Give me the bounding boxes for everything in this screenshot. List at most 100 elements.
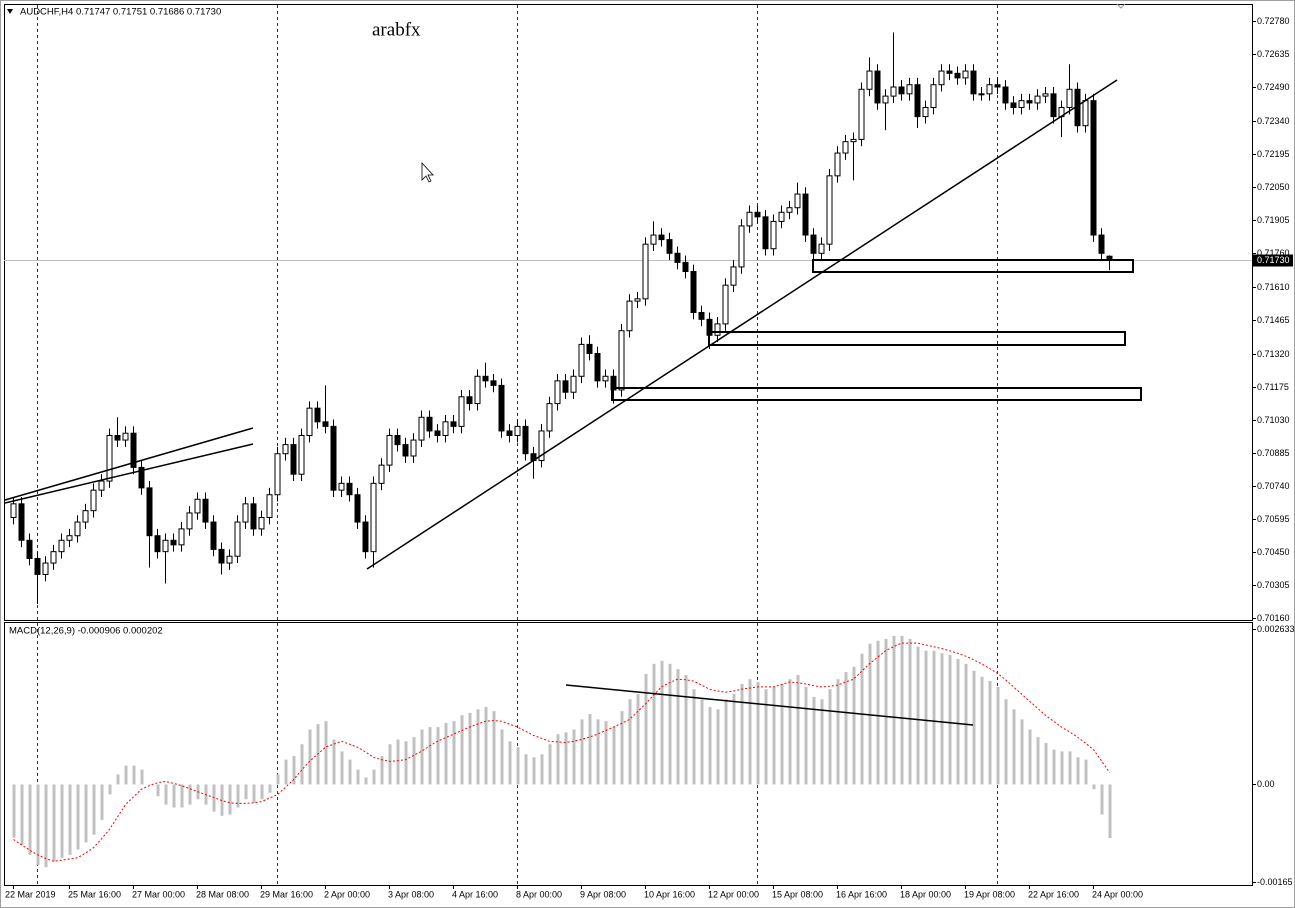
macd-bar (292, 756, 296, 785)
candle-body (922, 107, 929, 118)
candle-body (994, 84, 1001, 88)
macd-bar (284, 759, 288, 785)
macd-bar (660, 660, 664, 785)
candle-body (810, 234, 817, 254)
macd-bar (340, 751, 344, 785)
candle-body (578, 343, 585, 377)
candle-body (410, 439, 417, 457)
macd-bar (820, 699, 824, 785)
x-tick-label: 2 Apr 00:00 (324, 889, 370, 899)
symbol-header: AUDCHF,H4 0.71747 0.71751 0.71686 0.7173… (20, 7, 221, 18)
candle-body (106, 435, 113, 482)
x-tick-label: 10 Apr 16:00 (644, 889, 695, 899)
candle-body (1026, 100, 1033, 104)
candle-body (386, 435, 393, 466)
macd-bar (348, 759, 352, 785)
macd-bar (372, 769, 376, 785)
x-tick-label: 27 Mar 00:00 (132, 889, 185, 899)
candle-body (626, 300, 633, 332)
candle-body (586, 343, 593, 354)
macd-bar (980, 676, 984, 785)
macd-bar (564, 732, 568, 785)
macd-bar (60, 784, 64, 858)
candle-body (170, 539, 177, 546)
macd-bar (1044, 743, 1048, 785)
macd-bar (332, 739, 336, 785)
y-tick-label: 0.70595 (1257, 514, 1290, 524)
trend-line (4, 427, 254, 501)
macd-bar (404, 741, 408, 785)
y-tick-label: 0.71320 (1257, 349, 1290, 359)
macd-bar (492, 711, 496, 785)
macd-bar (188, 784, 192, 805)
candle-body (1034, 95, 1041, 104)
macd-bar (12, 784, 16, 838)
zone-rect (812, 259, 1134, 273)
x-tick-label: 4 Apr 16:00 (452, 889, 498, 899)
candle-body (786, 207, 793, 213)
macd-bar (460, 715, 464, 785)
candle-body (658, 234, 665, 241)
y-tick-label: 0.70885 (1257, 448, 1290, 458)
macd-bar (908, 638, 912, 785)
candle-body (162, 539, 169, 553)
y-tick-label: 0.70740 (1257, 481, 1290, 491)
candle-body (506, 430, 513, 437)
macd-bar (844, 672, 848, 785)
macd-bar (100, 784, 104, 820)
macd-bar (228, 784, 232, 815)
macd-bar (244, 784, 248, 800)
candle-body (970, 70, 977, 95)
x-tick-label: 9 Apr 08:00 (580, 889, 626, 899)
macd-bar (812, 696, 816, 785)
candle-body (418, 416, 425, 441)
candle-body (986, 84, 993, 95)
y-tick-label: 0.70305 (1257, 580, 1290, 590)
candle-body (210, 521, 217, 550)
candle-body (498, 384, 505, 432)
y-tick-label: 0.71905 (1257, 215, 1290, 225)
macd-bar (836, 679, 840, 785)
candle-body (274, 453, 281, 496)
macd-bar (444, 722, 448, 785)
macd-bar (540, 754, 544, 785)
macd-bar (1100, 784, 1104, 815)
macd-bar (36, 784, 40, 865)
macd-bar (884, 638, 888, 785)
candle-body (538, 430, 545, 462)
candle-body (258, 517, 265, 530)
macd-bar (236, 784, 240, 808)
candle-body (282, 444, 289, 455)
menu-arrow[interactable] (7, 9, 13, 14)
macd-bar (1028, 729, 1032, 785)
price-panel (4, 4, 1253, 621)
candle-body (514, 425, 521, 436)
macd-bar (852, 666, 856, 785)
macd-bar (532, 757, 536, 785)
macd-bar (588, 714, 592, 785)
candle-body (634, 298, 641, 302)
candle-body (218, 548, 225, 564)
zone-rect (611, 387, 1142, 401)
candle-body (1050, 93, 1057, 118)
candle-body (154, 535, 161, 553)
macd-bar (1060, 751, 1064, 785)
candle-body (890, 86, 897, 97)
macd-bar (260, 784, 264, 800)
macd-bar (172, 784, 176, 808)
candle-body (178, 528, 185, 546)
candle-body (362, 521, 369, 553)
candle-body (674, 252, 681, 263)
candle-body (954, 72, 961, 79)
candle-body (842, 141, 849, 154)
candle-body (1066, 88, 1073, 108)
x-tick-label: 8 Apr 00:00 (516, 889, 562, 899)
candle-body (898, 86, 905, 95)
candle-body (850, 138, 857, 143)
x-tick-label: 18 Apr 00:00 (900, 889, 951, 899)
candle-body (186, 512, 193, 530)
candle-body (666, 239, 673, 254)
candle-body (458, 396, 465, 427)
signal-line (13, 642, 1110, 862)
candle-body (866, 70, 873, 90)
